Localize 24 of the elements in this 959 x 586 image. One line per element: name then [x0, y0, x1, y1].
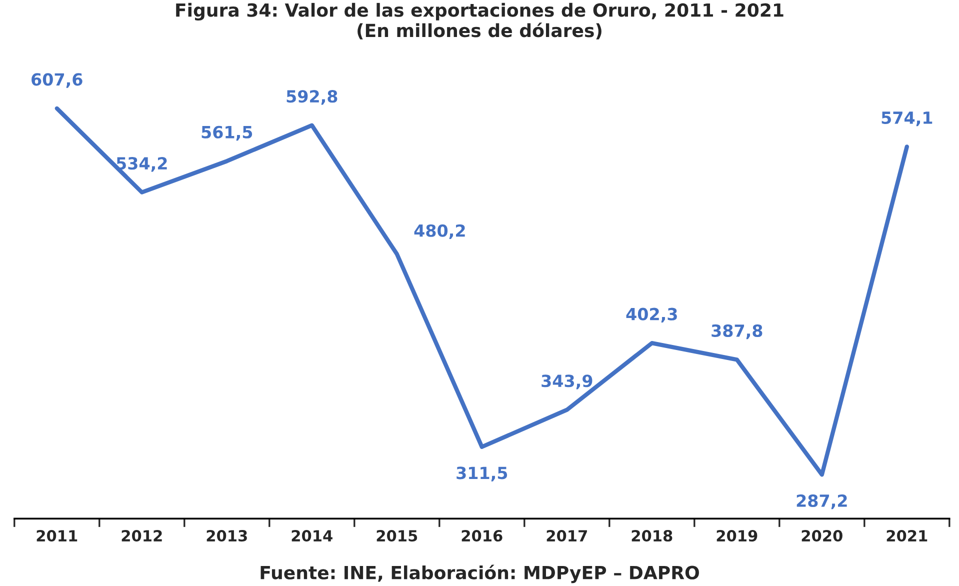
x-tick-label: 2012	[122, 530, 162, 542]
data-label: 402,3	[626, 308, 677, 323]
data-label: 311,5	[456, 466, 508, 482]
x-tick-label: 2020	[802, 530, 842, 542]
data-label: 387,8	[712, 324, 762, 340]
x-tick-label: 2019	[716, 530, 758, 542]
x-tick-label: 2015	[376, 530, 418, 542]
x-tick-label: 2021	[886, 530, 928, 542]
data-label: 574,1	[882, 112, 932, 126]
x-tick-label: 2013	[206, 530, 247, 542]
data-label: 534,2	[116, 157, 167, 172]
chart-title: Figura 34: Valor de las exportaciones de Oruro, 2011 - 2021 (En millones de dólares)	[176, 2, 784, 40]
data-label: 592,8	[286, 90, 338, 105]
x-tick-label: 2016	[462, 530, 502, 542]
data-label: 287,2	[796, 494, 847, 510]
x-tick-label: 2017	[546, 530, 587, 542]
data-label: 343,9	[542, 374, 592, 390]
source-note: Fuente: INE, Elaboración: MDPyEP – DAPRO	[260, 564, 699, 584]
data-label: 480,2	[414, 224, 465, 240]
x-tick-label: 2014	[292, 530, 332, 542]
x-tick-label: 2018	[632, 530, 672, 542]
data-label: 561,5	[202, 126, 252, 141]
data-label: 607,6	[32, 73, 82, 88]
x-tick-label: 2011	[36, 530, 78, 542]
